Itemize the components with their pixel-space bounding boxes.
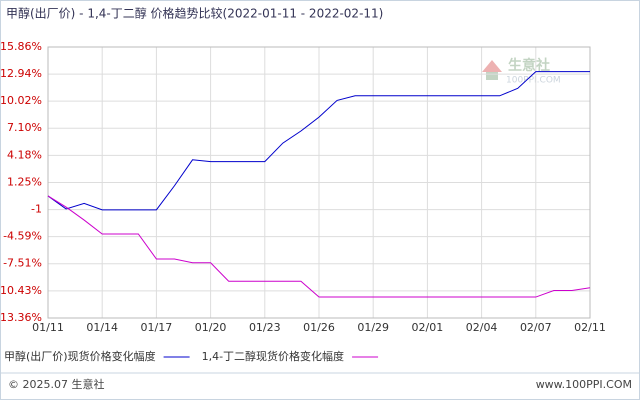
footer-right: www.100PPI.COM <box>536 378 632 391</box>
x-tick-label: 01/14 <box>86 321 118 334</box>
chart-title: 甲醇(出厂价) - 1,4-丁二醇 价格趋势比较(2022-01-11 - 20… <box>6 6 383 21</box>
series-line <box>47 195 591 298</box>
y-tick-label: 15.86% <box>0 40 42 53</box>
y-tick-label: 4.18% <box>7 148 42 161</box>
y-tick-label: -1 <box>31 203 42 216</box>
y-tick-label: -13.36% <box>0 311 42 324</box>
x-tick-label: 01/17 <box>141 321 173 334</box>
y-tick-label: 1.25% <box>7 176 42 189</box>
footer-left: © 2025.07 生意社 <box>8 377 104 391</box>
x-tick-label: 01/11 <box>32 321 64 334</box>
legend-label: 甲醇(出厂价)现货价格变化幅度 <box>4 349 156 363</box>
y-tick-label: 10.02% <box>0 94 42 107</box>
x-tick-label: 02/04 <box>466 321 498 334</box>
y-tick-label: -10.43% <box>0 284 42 297</box>
legend-label: 1,4-丁二醇现货价格变化幅度 <box>202 349 344 363</box>
y-tick-label: 12.94% <box>0 67 42 80</box>
y-tick-label: -7.51% <box>3 257 42 270</box>
x-tick-label: 01/23 <box>249 321 281 334</box>
logo <box>482 60 502 72</box>
y-tick-label: -4.59% <box>3 230 42 243</box>
watermark: 生意社 100PPI.COM <box>482 57 561 86</box>
x-tick-label: 01/29 <box>357 321 389 334</box>
x-tick-label: 01/26 <box>303 321 335 334</box>
y-tick-label: 7.10% <box>7 121 42 134</box>
logo <box>486 72 498 80</box>
watermark-url: 100PPI.COM <box>506 76 561 86</box>
x-tick-label: 02/11 <box>574 321 606 334</box>
watermark-name: 生意社 <box>508 57 550 74</box>
x-tick-label: 01/20 <box>195 321 227 334</box>
plot-frame <box>47 46 591 319</box>
series-line <box>47 71 590 211</box>
x-tick-label: 02/07 <box>520 321 552 334</box>
x-tick-label: 02/01 <box>412 321 444 334</box>
